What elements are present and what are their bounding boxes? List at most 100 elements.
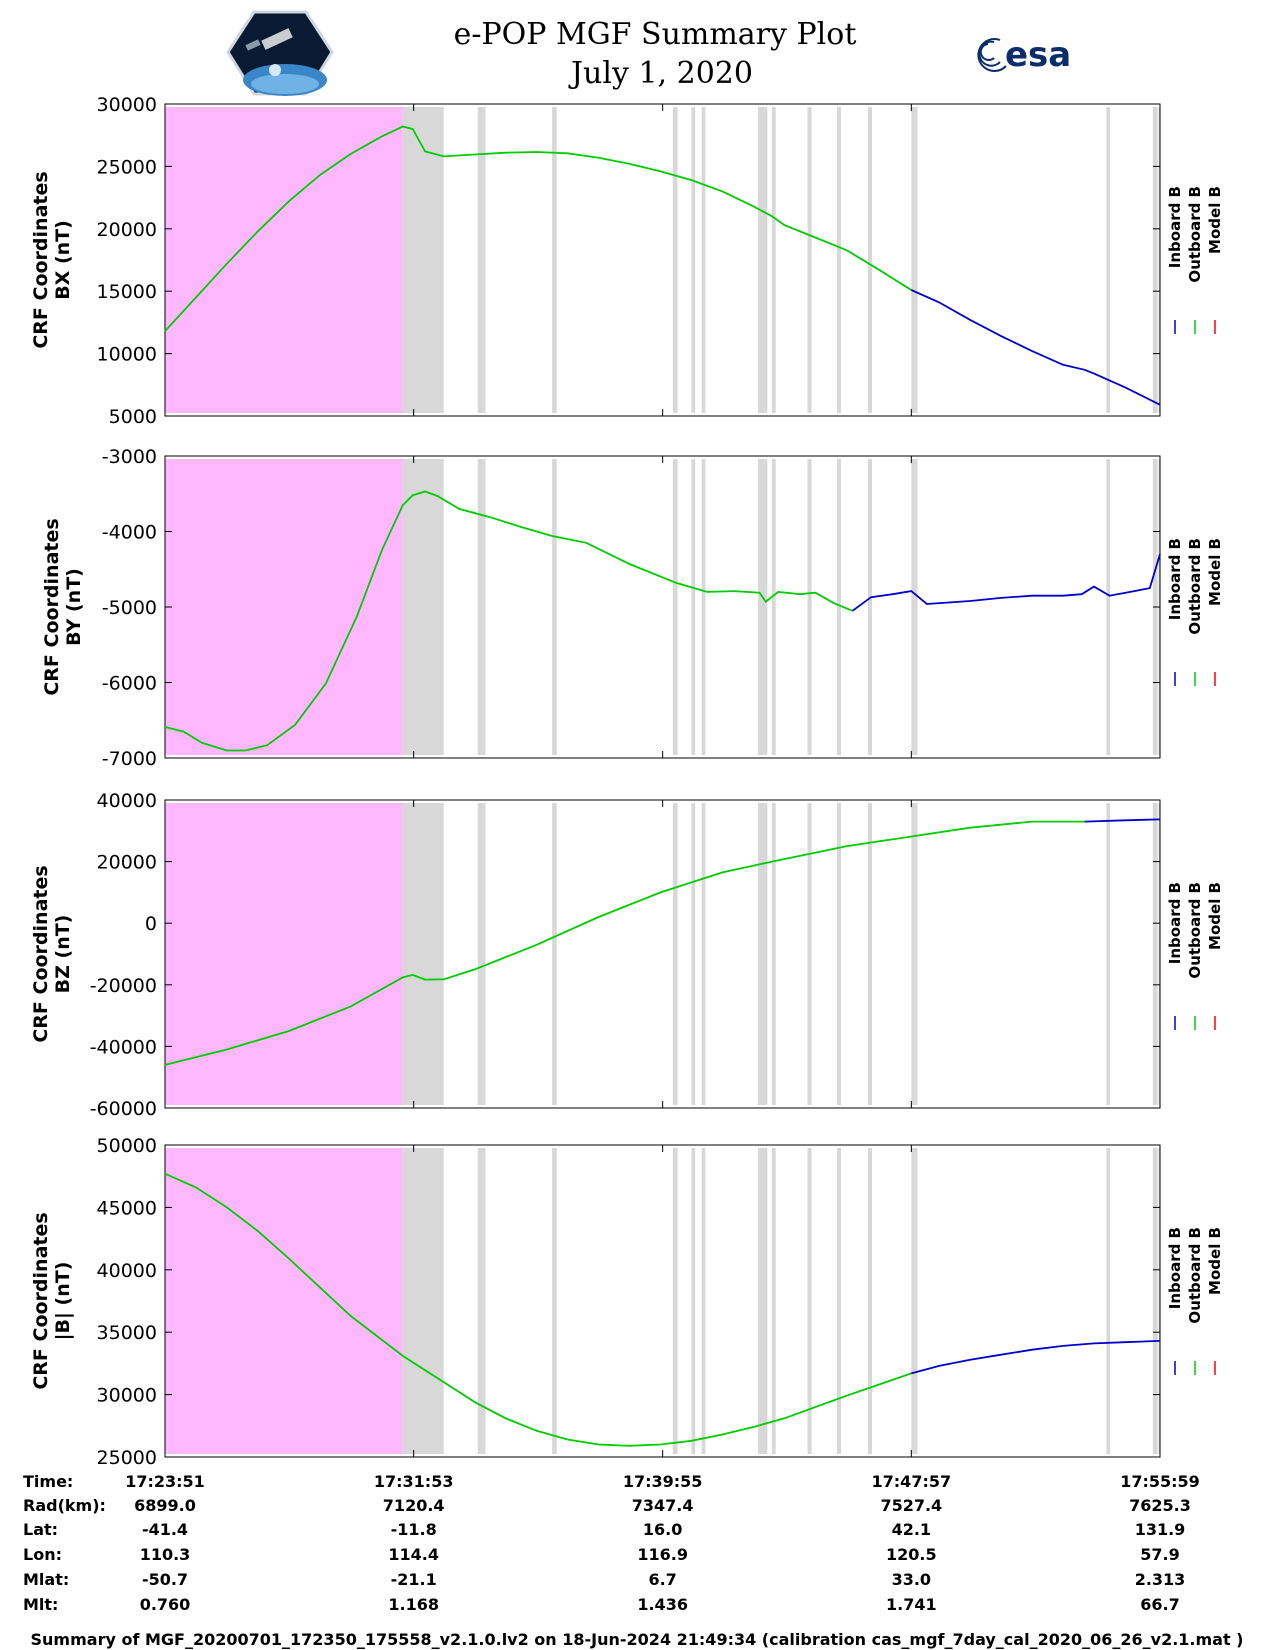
gray-region: [807, 107, 812, 413]
table-cell: 116.9: [637, 1545, 688, 1564]
row-label: Time:: [23, 1472, 73, 1491]
footer-caption: Summary of MGF_20200701_172350_175558_v2…: [31, 1630, 1244, 1649]
table-cell: 7347.4: [632, 1496, 694, 1515]
esa-logo: esa: [977, 35, 1071, 75]
table-cell: 17:31:53: [374, 1472, 454, 1491]
y-tick-label: -40000: [90, 1036, 157, 1058]
legend-label: Inboard B: [1166, 186, 1184, 268]
table-cell: 66.7: [1140, 1595, 1179, 1614]
row-label: Lat:: [23, 1520, 58, 1539]
gray-region: [1106, 107, 1111, 413]
y-axis-label: CRF Coordinates: [41, 518, 63, 695]
gray-region: [758, 459, 768, 755]
legend-label: Inboard B: [1166, 538, 1184, 620]
gray-region: [867, 1148, 872, 1454]
panel-bmag: 25000 30000 35000 40000 45000 50000 CRF Coordi…: [30, 1135, 1224, 1469]
y-tick-label: -20000: [90, 975, 157, 997]
gray-region: [758, 803, 768, 1105]
row-label: Mlt:: [23, 1595, 58, 1614]
y-tick-label: 15000: [97, 281, 157, 303]
gray-region: [837, 803, 842, 1105]
table-cell: 33.0: [892, 1570, 931, 1589]
table-cell: -11.8: [391, 1520, 437, 1539]
y-tick-label: 0: [145, 913, 157, 935]
gray-region: [477, 1148, 486, 1454]
table-cell: 57.9: [1140, 1545, 1179, 1564]
series-line-outboard-b: [164, 820, 1085, 1066]
gray-region: [402, 107, 444, 413]
gray-region: [552, 459, 557, 755]
panels-group: 5000 10000 15000 20000 25000 30000 CRF Coordin…: [30, 94, 1224, 1469]
table-cell: 114.4: [388, 1545, 439, 1564]
gray-region: [672, 1148, 678, 1454]
gray-region: [691, 1148, 696, 1454]
gray-region: [552, 803, 557, 1105]
legend-label: Inboard B: [1166, 882, 1184, 964]
y-tick-label: 20000: [97, 852, 157, 874]
gray-region: [672, 459, 678, 755]
gray-region: [911, 107, 918, 413]
gray-region: [1152, 1148, 1158, 1454]
table-cell: 42.1: [892, 1520, 931, 1539]
legend-label: Inboard B: [1166, 1227, 1184, 1309]
y-tick-label: 5000: [109, 406, 157, 428]
table-cell: 16.0: [643, 1520, 682, 1539]
gray-region: [552, 107, 557, 413]
y-axis-unit-label: BX (nT): [52, 220, 74, 300]
esa-logo-text: esa: [1005, 35, 1071, 75]
legend-label: Model B: [1206, 1227, 1224, 1295]
table-cell: 7120.4: [383, 1496, 445, 1515]
series-line-outboard-b: [164, 125, 912, 332]
gray-region: [477, 107, 486, 413]
y-axis-unit-label: BZ (nT): [52, 915, 74, 994]
panel-bx: 5000 10000 15000 20000 25000 30000 CRF Coordin…: [30, 94, 1224, 428]
y-tick-label: 45000: [97, 1197, 157, 1219]
y-tick-label: 25000: [97, 156, 157, 178]
gray-region: [758, 107, 768, 413]
legend-label: Outboard B: [1186, 186, 1204, 283]
series-line-outboard-b: [164, 490, 853, 752]
y-tick-label: 10000: [97, 344, 157, 366]
legend-label: Outboard B: [1186, 538, 1204, 635]
row-label: Mlat:: [23, 1570, 69, 1589]
gray-region: [402, 459, 444, 755]
y-tick-label: -60000: [90, 1098, 157, 1120]
table-cell: 6899.0: [134, 1496, 196, 1515]
series-line-inboard-b: [1084, 818, 1161, 823]
row-label: Lon:: [23, 1545, 62, 1564]
y-axis-unit-label: |B| (nT): [52, 1262, 74, 1341]
gray-region: [867, 803, 872, 1105]
gray-region: [911, 459, 918, 755]
gray-region: [701, 803, 706, 1105]
table-cell: 17:55:59: [1120, 1472, 1200, 1491]
table-cell: 17:47:57: [872, 1472, 952, 1491]
gray-region: [1158, 803, 1161, 1105]
gray-region: [1152, 803, 1158, 1105]
y-tick-label: 50000: [97, 1135, 157, 1157]
gray-region: [552, 1148, 557, 1454]
y-axis-unit-label: BY (nT): [63, 568, 85, 646]
table-cell: 2.313: [1135, 1570, 1186, 1589]
y-tick-label: 20000: [97, 219, 157, 241]
gray-region: [771, 107, 776, 413]
gray-region: [771, 459, 776, 755]
y-tick-label: 30000: [97, 94, 157, 116]
y-tick-label: 40000: [97, 1260, 157, 1282]
table-cell: 131.9: [1135, 1520, 1186, 1539]
gray-region: [691, 459, 696, 755]
table-cell: 110.3: [140, 1545, 191, 1564]
gray-region: [911, 803, 918, 1105]
gray-region: [867, 459, 872, 755]
table-cell: 1.436: [637, 1595, 688, 1614]
y-axis-label: CRF Coordinates: [30, 171, 52, 348]
gray-region: [837, 1148, 842, 1454]
plot-date: July 1, 2020: [568, 56, 753, 91]
table-cell: 17:39:55: [623, 1472, 703, 1491]
table-cell: 120.5: [886, 1545, 937, 1564]
y-tick-label: -7000: [102, 748, 157, 770]
gray-region: [402, 803, 444, 1105]
series-line-inboard-b: [910, 289, 1161, 406]
gray-region: [807, 1148, 812, 1454]
table-cell: 6.7: [648, 1570, 676, 1589]
